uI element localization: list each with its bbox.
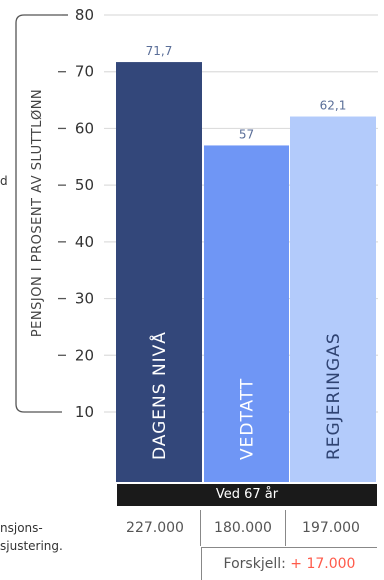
side-note-mid: d xyxy=(0,174,8,188)
tick-label-30: 30 xyxy=(75,290,94,308)
side-note-line-1: nsjons- xyxy=(0,521,43,535)
amount-regjeringas: 197.000 xyxy=(302,520,360,536)
difference-label: Forskjell: xyxy=(223,556,286,572)
value-label-1: 57 xyxy=(239,127,254,141)
bar-2 xyxy=(290,116,376,483)
y-axis-bracket xyxy=(15,14,62,413)
amount-vedtatt: 180.000 xyxy=(201,510,286,546)
tick-label-10: 10 xyxy=(75,403,94,421)
tick-label-40: 40 xyxy=(75,233,94,251)
difference-row: Forskjell: + 17.000 xyxy=(201,547,377,580)
category-label-2: REGJERINGAS xyxy=(324,332,344,460)
y-axis-ticks: 10 20 30 40 50 60 70 80 xyxy=(58,6,94,421)
value-label-0: 71,7 xyxy=(146,44,173,58)
tick-label-60: 60 xyxy=(75,119,94,137)
category-label-0: DAGENS NIVÅ xyxy=(148,331,170,460)
bar-0 xyxy=(116,62,202,483)
y-axis-label: PENSJON I PROSENT AV SLUTTLØNN xyxy=(30,89,45,337)
bar-1 xyxy=(204,145,289,482)
category-label-1: VEDTATT xyxy=(238,378,258,460)
value-label-2: 62,1 xyxy=(320,99,347,113)
tick-label-50: 50 xyxy=(75,176,94,194)
amount-dagens-niva: 227.000 xyxy=(110,510,201,546)
tick-label-80: 80 xyxy=(75,6,94,24)
difference-value: + 17.000 xyxy=(290,556,356,572)
x-axis-label-band: Ved 67 år xyxy=(117,484,377,506)
tick-label-20: 20 xyxy=(75,346,94,364)
tick-label-70: 70 xyxy=(75,63,94,81)
side-note-line-2: sjustering. xyxy=(0,539,63,553)
bars: 71,7 DAGENS NIVÅ 57 VEDTATT 62,1 REGJERINGAS xyxy=(116,44,376,483)
